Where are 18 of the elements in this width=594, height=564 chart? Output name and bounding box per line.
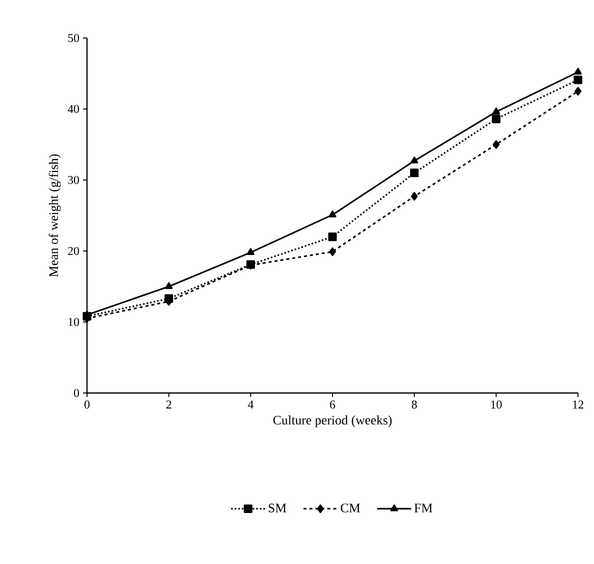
x-tick-label: 10	[491, 400, 502, 409]
x-axis-title: Culture period (weeks)	[273, 415, 392, 428]
y-tick-label: 40	[68, 104, 80, 114]
y-tick-label: 50	[68, 34, 80, 42]
y-tick-label: 20	[68, 246, 80, 256]
x-tick-label: 0	[84, 400, 90, 409]
y-tick-label: 30	[68, 176, 80, 184]
legend-label: CM	[340, 504, 360, 512]
y-axis-title: Mean of weight (g/fish)	[48, 154, 61, 277]
y-tick-label: 10	[68, 318, 80, 326]
x-tick-label: 2	[166, 400, 172, 408]
x-tick-label: 6	[330, 400, 336, 409]
x-tick-label: 12	[573, 400, 584, 408]
x-tick-label: 8	[412, 400, 417, 409]
legend-label: FM	[414, 504, 432, 512]
y-tick-label: 0	[74, 388, 80, 398]
legend-label: SM	[268, 504, 286, 512]
x-tick-label: 4	[248, 400, 254, 408]
